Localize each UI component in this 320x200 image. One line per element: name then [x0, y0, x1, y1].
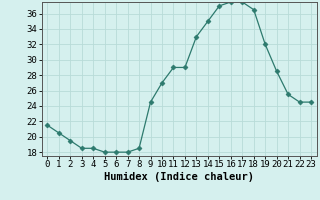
X-axis label: Humidex (Indice chaleur): Humidex (Indice chaleur): [104, 172, 254, 182]
